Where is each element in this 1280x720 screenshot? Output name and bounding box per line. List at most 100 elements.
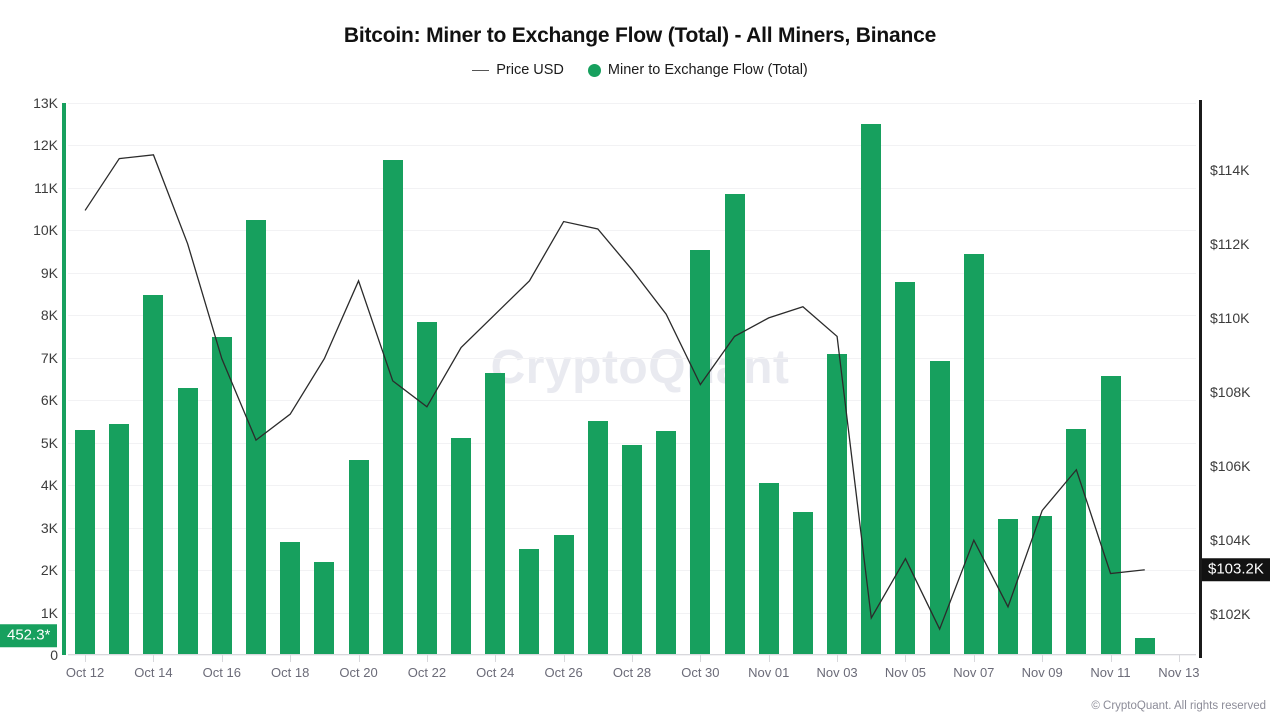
left-axis-line [62,103,66,655]
left-axis-tick-label: 13K [33,95,58,111]
gridline [68,145,1196,147]
x-axis-tick-mark [495,655,497,662]
price-line-series [68,103,1196,655]
bar[interactable] [314,561,335,655]
x-axis-tick-label: Oct 14 [134,665,173,680]
left-axis-tick-label: 10K [33,222,58,239]
x-axis-tick-label: Oct 18 [271,665,310,680]
bar[interactable] [861,124,882,655]
legend-item-miner-to-exchange-flow[interactable]: Miner to Exchange Flow (Total) [587,62,808,78]
gridline [68,400,1196,402]
bar[interactable] [211,336,232,655]
bar[interactable] [1100,376,1121,655]
left-axis-tick-label: 5K [40,434,58,451]
x-axis-tick-label: Nov 03 [816,665,858,680]
right-axis-value-badge: $103.2K [1202,558,1270,582]
bar[interactable] [109,423,130,655]
left-axis-value-badge: 452.3* [0,624,58,648]
bar[interactable] [280,542,301,655]
legend-label-miner-to-exchange-flow: Miner to Exchange Flow (Total) [607,62,808,78]
right-axis-tick-label: $102K [1210,606,1251,623]
x-axis-tick-mark [973,655,975,662]
left-axis-tick-label: 7K [40,349,58,366]
price-polyline [85,155,1145,629]
gridline [68,442,1196,444]
plot-area [68,103,1196,656]
x-axis-tick-label: Nov 07 [953,665,995,680]
left-axis-tick-label: 6K [40,392,58,409]
bar[interactable] [929,360,950,655]
bar[interactable] [553,534,574,655]
x-axis-tick-mark [358,655,360,662]
bar[interactable] [1032,516,1053,655]
x-axis-tick-mark [837,655,839,662]
bar[interactable] [690,250,711,655]
right-axis-tick-label: $108K [1210,383,1251,400]
bar[interactable] [622,444,642,655]
left-axis-tick-label: 9K [40,264,58,281]
left-axis-tick-label: 1K [40,604,58,621]
bar[interactable] [792,511,813,655]
x-axis-tick-mark [563,655,565,662]
bar[interactable] [587,421,608,655]
x-axis-baseline [68,654,1196,655]
bar[interactable] [758,483,779,655]
right-axis-tick-label: $110K [1210,309,1250,326]
x-axis-tick-mark [768,655,770,662]
bar[interactable] [451,438,472,655]
line-marker-icon [472,69,490,71]
gridline [68,230,1196,232]
x-axis-tick-label: Nov 05 [884,665,927,680]
left-axis-tick-label: 2K [40,562,58,579]
page-title: Bitcoin: Miner to Exchange Flow (Total) … [343,24,937,47]
x-axis-tick-mark [700,655,702,662]
left-axis-tick-label: 11K [34,179,58,196]
copyright-footer: © CryptoQuant. All rights reserved [1091,700,1266,712]
right-axis-tick-label: $104K [1210,532,1251,549]
bar[interactable] [895,282,916,655]
bar[interactable] [177,387,198,655]
x-axis-tick-mark [1178,655,1180,662]
x-axis-tick-mark [221,655,223,662]
x-axis-tick-label: Oct 20 [339,665,378,680]
left-axis-tick-label: 12K [33,137,58,154]
left-axis-tick-label: 4K [40,477,58,494]
dot-marker-icon [587,63,601,77]
x-axis-tick-label: Nov 09 [1021,665,1063,680]
gridline [68,272,1196,274]
bar[interactable] [143,294,164,655]
bar[interactable] [827,353,848,655]
bar[interactable] [382,160,403,655]
x-axis-tick-mark [153,655,155,662]
x-axis-tick-mark [290,655,292,662]
bar[interactable] [75,429,96,655]
left-axis-tick-label: 0 [50,647,58,663]
legend-item-price-usd[interactable]: Price USD [472,62,564,78]
bar[interactable] [348,459,369,655]
bar[interactable] [656,431,677,655]
bar[interactable] [724,194,745,655]
x-axis-tick-mark [1110,655,1112,662]
right-axis-tick-label: $106K [1210,458,1251,475]
bar[interactable] [416,321,437,655]
x-axis-tick-label: Oct 26 [544,665,583,680]
left-axis-tick-label: 3K [40,519,58,536]
x-axis-tick-mark [1042,655,1044,662]
gridline [68,103,1196,104]
x-axis-tick-label: Oct 16 [202,665,241,680]
bar[interactable] [998,519,1018,655]
bar[interactable] [485,372,506,655]
x-axis-tick-label: Nov 13 [1158,665,1200,680]
x-axis-tick-label: Oct 28 [612,665,652,680]
x-axis-tick-label: Oct 22 [407,665,447,680]
bar[interactable] [246,219,266,655]
x-axis-tick-mark [85,655,87,662]
gridline [68,315,1196,317]
right-axis-line [1199,100,1202,658]
right-axis-tick-label: $114K [1210,161,1250,178]
bar[interactable] [1134,638,1155,655]
x-axis-tick-mark [426,655,428,662]
chart-legend: Price USD Miner to Exchange Flow (Total) [0,62,1280,78]
bar[interactable] [519,548,540,655]
